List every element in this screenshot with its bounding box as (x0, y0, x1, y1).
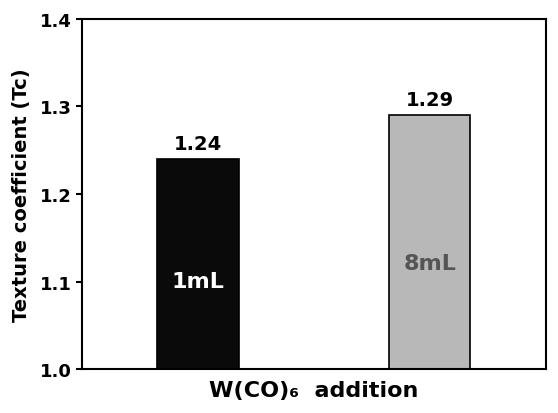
Bar (389, 116, 470, 370)
Text: 1mL: 1mL (171, 271, 224, 291)
Text: 8mL: 8mL (403, 253, 456, 273)
Y-axis label: Texture coefficient (Tc): Texture coefficient (Tc) (12, 68, 31, 321)
X-axis label: W(CO)₆  addition: W(CO)₆ addition (209, 380, 418, 401)
Bar (157, 159, 238, 370)
Text: 1.24: 1.24 (174, 134, 222, 153)
Text: 1.29: 1.29 (406, 90, 454, 109)
